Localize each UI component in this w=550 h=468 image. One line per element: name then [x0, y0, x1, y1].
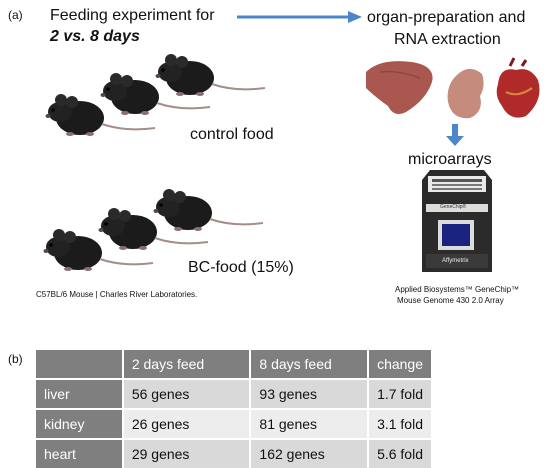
table-cell: 3.1 fold [368, 408, 433, 439]
mouse-icon [152, 188, 264, 232]
mouse-icon [154, 53, 266, 97]
table-cell: 93 genes [250, 378, 370, 409]
table-row: liver 56 genes 93 genes 1.7 fold [36, 378, 433, 409]
organ-prep-line2: RNA extraction [394, 31, 501, 48]
table-header-row: 2 days feed 8 days feed change [36, 350, 433, 379]
heart-icon [496, 57, 540, 118]
table-row-label: kidney [36, 408, 124, 439]
table-row-label: liver [36, 378, 124, 409]
table-cell: 81 genes [250, 408, 370, 439]
table-cell: 1.7 fold [368, 378, 433, 409]
microarray-chip-icon [422, 170, 492, 272]
table-header-cell: 2 days feed [122, 350, 252, 379]
process-arrow-right [237, 11, 362, 23]
chip-maker: Affymetrix [442, 258, 469, 264]
panel-b-label: (b) [8, 352, 23, 366]
table-header-cell: 8 days feed [250, 350, 370, 379]
chip-brand: GeneChip® [440, 204, 467, 210]
table-header-cell: change [368, 350, 433, 379]
bc-food-mice-group [42, 188, 264, 272]
bc-food-label: BC-food (15%) [188, 259, 294, 276]
panel-a-label: (a) [8, 8, 23, 22]
table-cell: 5.6 fold [368, 438, 433, 468]
gene-count-table: 2 days feed 8 days feed change liver 56 … [36, 350, 433, 468]
mouse-source: C57BL/6 Mouse | Charles River Laboratori… [36, 290, 198, 299]
liver-icon [366, 61, 433, 114]
kidney-icon [447, 68, 484, 119]
control-mice-group [44, 53, 266, 137]
chip-caption-line2: Mouse Genome 430 2.0 Array [397, 296, 504, 305]
table-header-cell [36, 350, 124, 379]
table-row: kidney 26 genes 81 genes 3.1 fold [36, 408, 433, 439]
microarrays-label: microarrays [408, 151, 492, 168]
table-cell: 29 genes [122, 438, 252, 468]
table-cell: 56 genes [122, 378, 252, 409]
feeding-duration: 2 vs. 8 days [50, 28, 140, 45]
chip-caption-line1: Applied Biosystems™ GeneChip™ [395, 285, 520, 294]
process-arrow-down [446, 124, 464, 146]
table-cell: 162 genes [250, 438, 370, 468]
control-food-label: control food [190, 126, 274, 143]
table-cell: 26 genes [122, 408, 252, 439]
organ-prep-line1: organ-preparation and [367, 9, 526, 26]
table-row-label: heart [36, 438, 124, 468]
table-row: heart 29 genes 162 genes 5.6 fold [36, 438, 433, 468]
feeding-title: Feeding experiment for [50, 7, 215, 24]
